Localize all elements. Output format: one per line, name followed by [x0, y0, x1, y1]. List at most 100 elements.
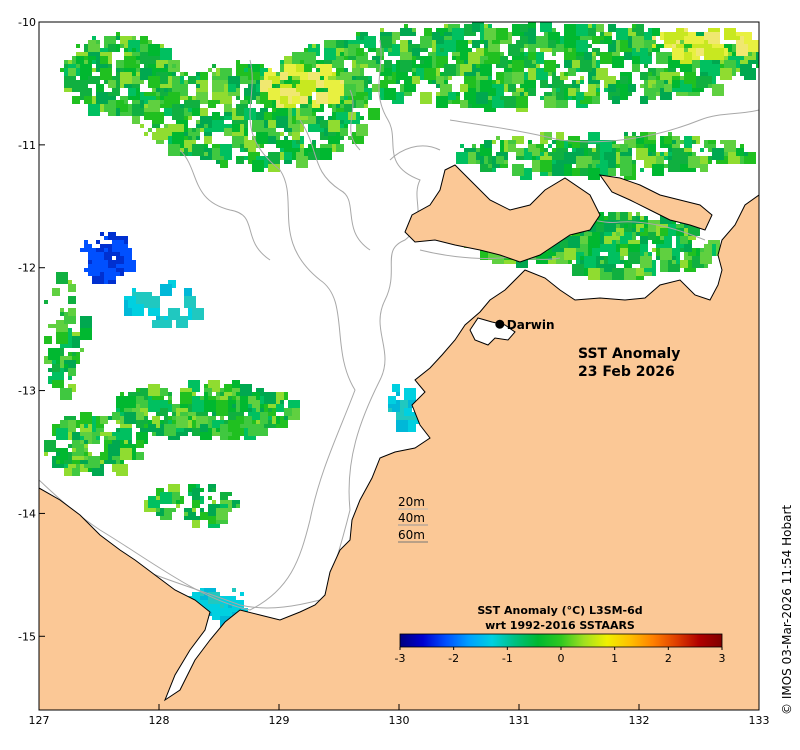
sst-pixel	[484, 28, 496, 40]
sst-pixel	[500, 96, 504, 100]
sst-pixel	[136, 56, 140, 60]
sst-pixel	[268, 120, 276, 128]
sst-pixel	[56, 448, 68, 460]
sst-pixel	[516, 156, 520, 160]
sst-pixel	[672, 44, 676, 48]
sst-pixel	[128, 88, 136, 96]
sst-pixel	[584, 52, 592, 60]
sst-pixel	[608, 212, 616, 220]
sst-pixel	[660, 236, 664, 240]
sst-pixel	[120, 392, 124, 396]
sst-pixel	[508, 64, 512, 68]
land-area	[39, 164, 759, 710]
sst-pixel	[104, 248, 108, 252]
sst-pixel	[540, 22, 552, 32]
sst-pixel	[320, 120, 328, 128]
sst-pixel	[588, 28, 596, 36]
sst-pixel	[700, 252, 712, 264]
sst-pixel	[232, 380, 240, 388]
sst-pixel	[588, 168, 600, 180]
sst-pixel	[120, 252, 124, 256]
sst-pixel	[700, 164, 708, 172]
sst-pixel	[132, 48, 136, 52]
sst-pixel	[396, 80, 400, 84]
sst-pixel	[336, 104, 340, 108]
sst-pixel	[688, 152, 692, 156]
sst-pixel	[444, 76, 448, 80]
sst-pixel	[104, 252, 112, 260]
sst-pixel	[312, 44, 316, 48]
sst-pixel	[336, 40, 344, 48]
sst-pixel	[284, 128, 288, 132]
sst-pixel	[580, 80, 584, 84]
sst-pixel	[108, 44, 116, 52]
sst-pixel	[196, 72, 200, 76]
sst-pixel	[160, 88, 164, 92]
sst-pixel	[44, 452, 48, 456]
sst-pixel	[120, 104, 128, 112]
sst-pixel	[60, 308, 64, 312]
sst-pixel	[196, 80, 208, 92]
sst-pixel	[588, 84, 596, 92]
sst-pixel	[220, 116, 224, 120]
sst-pixel	[336, 144, 344, 152]
sst-pixel	[200, 108, 208, 116]
sst-pixel	[636, 212, 640, 216]
sst-pixel	[228, 492, 232, 496]
sst-pixel	[596, 224, 604, 232]
sst-pixel	[120, 428, 132, 440]
sst-pixel	[92, 60, 96, 64]
sst-pixel	[616, 28, 628, 40]
sst-pixel	[476, 148, 480, 152]
sst-pixel	[384, 88, 396, 100]
sst-pixel	[496, 156, 504, 164]
sst-pixel	[512, 164, 524, 176]
sst-pixel	[660, 228, 668, 236]
sst-pixel	[344, 68, 348, 72]
sst-pixel	[364, 96, 368, 100]
sst-pixel	[68, 280, 72, 284]
sst-pixel	[672, 260, 676, 264]
darwin-label: Darwin	[507, 318, 555, 332]
sst-pixel	[520, 24, 528, 32]
sst-pixel	[572, 168, 576, 172]
sst-pixel	[80, 436, 84, 440]
sst-pixel	[192, 508, 196, 512]
sst-pixel	[696, 48, 704, 56]
sst-pixel	[256, 100, 260, 104]
sst-pixel	[640, 96, 648, 104]
sst-pixel	[608, 160, 616, 168]
sst-pixel	[576, 92, 584, 100]
sst-pixel	[648, 28, 652, 32]
sst-pixel	[612, 268, 624, 280]
sst-pixel	[60, 388, 72, 400]
sst-pixel	[680, 228, 684, 232]
sst-pixel	[220, 604, 224, 608]
sst-pixel	[588, 44, 592, 48]
sst-pixel	[48, 324, 52, 328]
sst-pixel	[192, 308, 204, 320]
sst-pixel	[604, 236, 612, 244]
sst-pixel	[148, 100, 160, 112]
sst-pixel	[552, 164, 564, 176]
sst-pixel	[96, 40, 100, 44]
sst-pixel	[508, 144, 516, 152]
x-tick-label: 127	[29, 714, 50, 727]
sst-pixel	[532, 72, 536, 76]
sst-pixel	[172, 104, 180, 112]
sst-pixel	[112, 412, 120, 420]
sst-pixel	[492, 80, 496, 84]
sst-pixel	[744, 152, 748, 156]
sst-pixel	[68, 368, 76, 376]
sst-pixel	[528, 140, 532, 144]
sst-pixel	[528, 52, 536, 60]
sst-pixel	[48, 368, 52, 372]
sst-pixel	[632, 56, 640, 64]
sst-pixel	[276, 392, 284, 400]
sst-pixel	[480, 36, 484, 40]
sst-pixel	[436, 96, 448, 108]
sst-pixel	[652, 28, 660, 36]
sst-pixel	[244, 68, 248, 72]
sst-pixel	[388, 48, 392, 52]
sst-pixel	[192, 300, 196, 304]
